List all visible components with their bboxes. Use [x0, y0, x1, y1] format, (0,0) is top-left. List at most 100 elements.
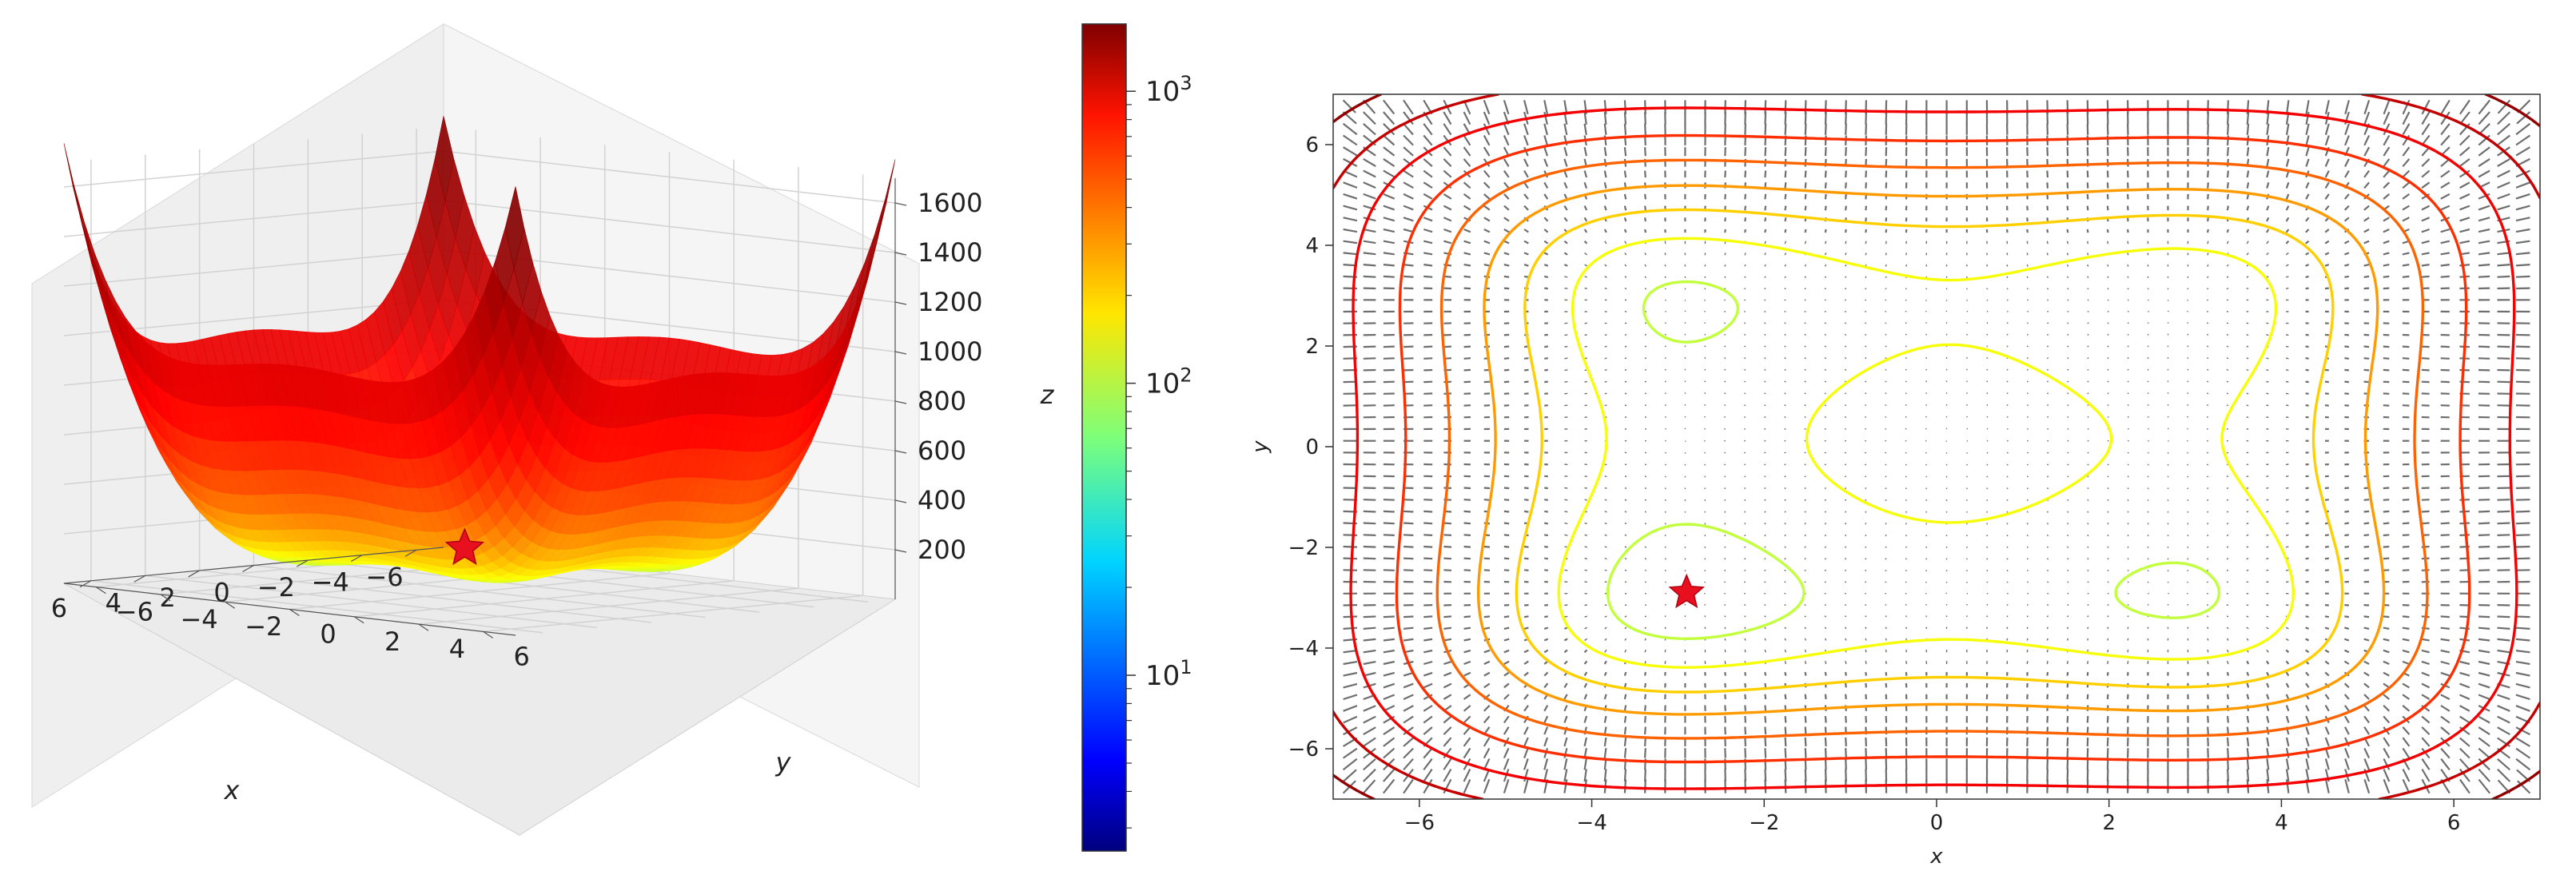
- colorbar-gradient: [1081, 23, 1127, 852]
- quiver-arrow: [1824, 123, 1827, 135]
- quiver-arrow: [1563, 747, 1568, 758]
- colorbar: 101 102 103: [1081, 23, 1192, 852]
- quiver-arrow: [1343, 205, 1358, 211]
- y-tick-3d: [353, 616, 364, 624]
- quiver-arrow: [1865, 217, 1867, 222]
- quiver-arrow: [1584, 604, 1587, 607]
- quiver-arrow: [1764, 264, 1766, 267]
- quiver-arrow: [1544, 510, 1548, 513]
- quiver-arrow: [2046, 276, 2049, 279]
- quiver-arrow: [1724, 726, 1726, 735]
- quiver-arrow: [2285, 511, 2289, 513]
- quiver-arrow: [1704, 615, 1706, 618]
- quiver-arrow: [1986, 356, 1989, 360]
- quiver-arrow: [1724, 123, 1726, 135]
- quiver-arrow: [1403, 726, 1414, 735]
- quiver-arrow: [1363, 122, 1376, 136]
- quiver-arrow: [1845, 182, 1847, 189]
- quiver-arrow: [1744, 716, 1746, 723]
- quiver-arrow: [1503, 499, 1510, 501]
- quiver-arrow: [1503, 158, 1510, 167]
- quiver-arrow: [1764, 581, 1766, 583]
- quiver-arrow: [1544, 522, 1549, 525]
- quiver-arrow: [1483, 660, 1491, 666]
- y-tick-3d: [418, 623, 429, 631]
- quiver-arrow: [1383, 228, 1395, 233]
- quiver-arrow: [2026, 288, 2029, 290]
- y-tick-label-3d: 4: [449, 634, 465, 664]
- quiver-arrow: [1704, 333, 1706, 336]
- quiver-arrow: [1784, 253, 1786, 256]
- quiver-arrow: [2046, 205, 2048, 211]
- quiver-arrow: [1583, 649, 1588, 654]
- quiver-arrow: [2006, 546, 2009, 548]
- quiver-arrow: [1644, 463, 1647, 466]
- quiver-arrow: [2285, 705, 2290, 712]
- quiver-arrow: [1363, 705, 1376, 712]
- quiver-arrow: [1443, 217, 1452, 222]
- quiver-arrow: [1865, 322, 1867, 324]
- floor-grid-line: [289, 572, 670, 611]
- quiver-arrow: [2226, 345, 2229, 348]
- quiver-arrow: [1483, 229, 1491, 233]
- quiver-arrow: [1523, 726, 1529, 735]
- quiver-arrow: [1784, 322, 1786, 324]
- quiver-arrow: [1804, 322, 1806, 324]
- quiver-arrow: [1604, 392, 1607, 395]
- quiver-arrow: [1664, 404, 1666, 407]
- quiver-arrow: [1743, 333, 1746, 336]
- quiver-arrow: [1844, 356, 1847, 360]
- quiver-arrow: [1704, 416, 1706, 418]
- quiver-arrow: [1583, 217, 1588, 222]
- quiver-arrow: [1584, 264, 1588, 267]
- quiver-arrow: [1403, 747, 1414, 759]
- quiver-arrow: [1603, 694, 1607, 700]
- quiver-arrow: [1704, 356, 1706, 360]
- quiver-arrow: [1443, 758, 1452, 770]
- quiver-arrow: [1966, 416, 1968, 418]
- quiver-arrow: [2305, 649, 2310, 654]
- quiver-arrow: [1764, 217, 1767, 222]
- quiver-arrow: [2046, 626, 2048, 630]
- quiver-arrow: [2266, 287, 2269, 289]
- quiver-arrow: [1443, 768, 1452, 782]
- quiver-arrow: [1905, 264, 1907, 267]
- quiver-arrow: [1343, 726, 1358, 736]
- quiver-arrow: [1865, 615, 1867, 618]
- quiver-arrow: [1704, 546, 1706, 548]
- quiver-arrow: [2006, 534, 2009, 537]
- quiver-arrow: [2046, 748, 2048, 758]
- quiver-arrow: [2006, 511, 2009, 513]
- quiver-arrow: [2305, 510, 2309, 513]
- quiver-arrow: [1644, 345, 1647, 348]
- quiver-arrow: [1664, 416, 1666, 418]
- quiver-arrow: [1764, 333, 1766, 336]
- quiver-arrow: [2006, 380, 2009, 383]
- quiver-arrow: [1523, 737, 1529, 747]
- quiver-arrow: [1644, 716, 1646, 723]
- quiver-arrow: [1865, 356, 1867, 360]
- quiver-arrow: [1905, 463, 1907, 466]
- quiver-arrow: [1604, 522, 1607, 525]
- quiver-arrow: [2246, 604, 2249, 607]
- quiver-arrow: [2305, 758, 2310, 770]
- quiver-arrow: [2006, 487, 2009, 490]
- quiver-arrow: [1563, 252, 1568, 256]
- quiver-arrow: [1764, 357, 1766, 360]
- quiver-arrow: [1503, 275, 1510, 278]
- quiver-arrow: [2006, 392, 2009, 395]
- quiver-arrow: [1503, 726, 1510, 735]
- quiver-arrow: [1724, 499, 1726, 502]
- quiver-arrow: [2026, 368, 2029, 371]
- quiver-arrow: [1604, 380, 1607, 383]
- quiver-arrow: [1644, 615, 1647, 618]
- quiver-arrow: [1603, 769, 1607, 782]
- quiver-arrow: [1986, 569, 1989, 572]
- quiver-arrow: [1503, 649, 1510, 654]
- quiver-arrow: [1724, 356, 1726, 360]
- quiver-arrow: [1544, 345, 1548, 348]
- quiver-arrow: [1744, 511, 1746, 513]
- quiver-arrow: [2187, 428, 2188, 430]
- quiver-arrow: [1342, 747, 1358, 759]
- quiver-arrow: [1564, 276, 1568, 278]
